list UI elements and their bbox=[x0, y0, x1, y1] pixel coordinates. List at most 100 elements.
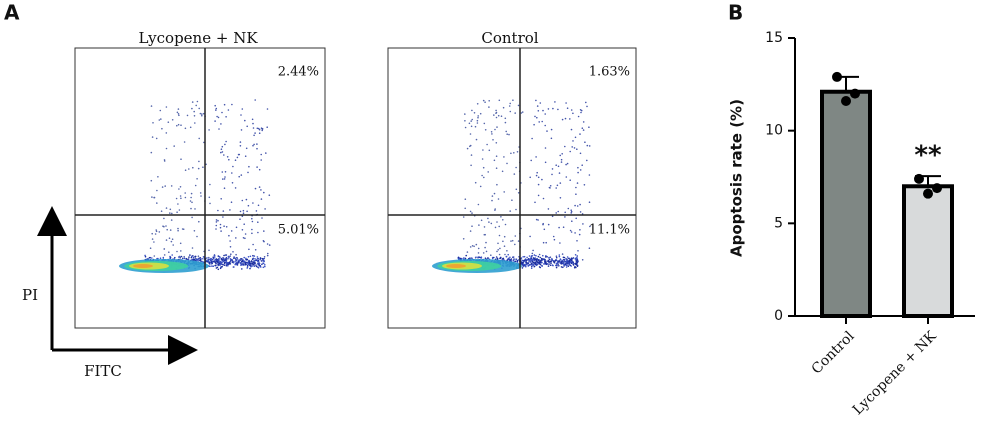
event-dot bbox=[257, 266, 260, 269]
event-dot bbox=[563, 259, 565, 261]
event-dot bbox=[241, 215, 244, 217]
event-dot bbox=[247, 263, 249, 266]
event-dot bbox=[531, 265, 533, 268]
event-dot bbox=[572, 261, 574, 264]
event-dot bbox=[227, 263, 229, 266]
event-dot bbox=[504, 253, 506, 256]
event-dot bbox=[256, 127, 259, 130]
event-dot bbox=[493, 114, 495, 116]
event-dot bbox=[579, 133, 581, 135]
event-dot bbox=[502, 219, 504, 221]
event-dot bbox=[250, 260, 253, 262]
event-dot bbox=[586, 159, 588, 162]
event-dot bbox=[220, 261, 222, 264]
event-dot bbox=[553, 261, 556, 264]
event-dot bbox=[469, 210, 472, 213]
event-dot bbox=[156, 189, 158, 192]
event-dot bbox=[227, 109, 230, 111]
event-dot bbox=[569, 179, 571, 181]
event-dot bbox=[252, 243, 254, 246]
event-dot bbox=[488, 100, 491, 102]
event-dot bbox=[499, 247, 501, 250]
event-dot bbox=[191, 255, 193, 258]
event-dot bbox=[509, 110, 512, 113]
event-dot bbox=[149, 256, 151, 259]
event-dot bbox=[498, 225, 501, 228]
event-dot bbox=[527, 262, 529, 265]
event-dot bbox=[537, 176, 540, 179]
event-dot bbox=[577, 250, 579, 252]
event-dot bbox=[550, 262, 552, 264]
event-dot bbox=[168, 251, 170, 253]
event-dot bbox=[197, 259, 199, 262]
event-dot bbox=[260, 153, 263, 156]
event-dot bbox=[154, 233, 157, 235]
event-dot bbox=[565, 102, 567, 104]
event-dot bbox=[490, 222, 493, 225]
event-dot bbox=[579, 152, 582, 155]
panel-label: A bbox=[4, 1, 20, 25]
event-dot bbox=[500, 115, 503, 117]
event-dot bbox=[529, 261, 532, 263]
event-dot bbox=[176, 124, 178, 127]
event-dot bbox=[234, 260, 236, 263]
event-dot bbox=[584, 141, 586, 143]
event-dot bbox=[557, 108, 559, 111]
significance: ** bbox=[914, 141, 942, 171]
event-dot bbox=[223, 154, 225, 156]
event-dot bbox=[495, 256, 498, 258]
event-dot bbox=[498, 253, 501, 256]
event-dot bbox=[527, 261, 530, 263]
event-dot bbox=[163, 254, 166, 256]
event-dot bbox=[163, 248, 165, 250]
event-dot bbox=[153, 255, 156, 257]
event-dot bbox=[547, 223, 550, 226]
event-dot bbox=[539, 260, 542, 262]
event-dot bbox=[494, 128, 496, 131]
event-dot bbox=[223, 258, 226, 261]
event-dot bbox=[239, 258, 242, 260]
event-dot bbox=[570, 212, 572, 214]
event-dot bbox=[473, 245, 475, 248]
event-dot bbox=[171, 254, 173, 256]
event-dot bbox=[581, 127, 584, 129]
event-dot bbox=[544, 124, 546, 127]
event-dot bbox=[570, 265, 572, 267]
event-dot bbox=[504, 121, 507, 124]
event-dot bbox=[547, 259, 550, 262]
event-dot bbox=[220, 263, 222, 265]
event-dot bbox=[497, 242, 499, 245]
event-dot bbox=[206, 257, 208, 259]
event-dot bbox=[240, 114, 242, 116]
event-dot bbox=[238, 175, 240, 178]
event-dot bbox=[201, 113, 203, 115]
event-dot bbox=[477, 116, 479, 119]
event-dot bbox=[568, 260, 571, 263]
event-dot bbox=[548, 263, 550, 265]
event-dot bbox=[484, 101, 486, 103]
event-dot bbox=[466, 147, 469, 150]
event-dot bbox=[187, 258, 190, 261]
event-dot bbox=[214, 256, 216, 258]
event-dot bbox=[240, 262, 243, 264]
event-dot bbox=[469, 144, 472, 147]
event-dot bbox=[151, 257, 153, 259]
event-dot bbox=[150, 105, 153, 107]
event-dot bbox=[498, 99, 501, 102]
event-dot bbox=[570, 210, 573, 213]
event-dot bbox=[555, 266, 558, 269]
event-dot bbox=[217, 116, 220, 119]
event-dot bbox=[226, 156, 229, 158]
event-dot bbox=[225, 140, 227, 143]
event-dot bbox=[229, 209, 231, 211]
event-dot bbox=[151, 238, 154, 240]
event-dot bbox=[225, 254, 228, 256]
event-dot bbox=[161, 127, 163, 130]
event-dot bbox=[499, 257, 502, 260]
event-dot bbox=[514, 235, 517, 237]
event-dot bbox=[487, 257, 489, 259]
event-dot bbox=[155, 230, 158, 233]
event-dot bbox=[539, 102, 542, 104]
event-dot bbox=[469, 133, 472, 135]
event-dot bbox=[533, 265, 536, 268]
